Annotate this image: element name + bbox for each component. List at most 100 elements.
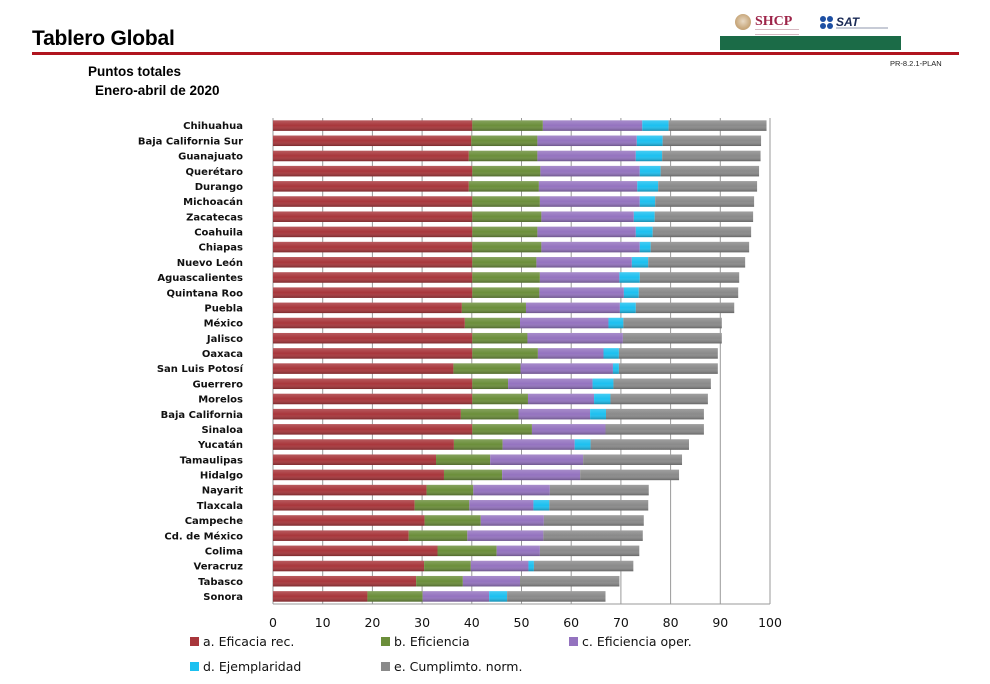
bar-row <box>273 393 708 405</box>
bar-segment-shade <box>603 348 619 359</box>
bar-segment-shade <box>507 591 606 602</box>
bar-segment-shade <box>273 408 461 420</box>
x-tick-label: 70 <box>613 615 629 630</box>
bar-segment-shade <box>635 226 653 238</box>
bar-segment-shade <box>618 363 718 374</box>
x-tick-label: 10 <box>315 615 331 630</box>
bar-segment-shade <box>518 408 591 420</box>
bar-segment-shade <box>472 241 542 253</box>
category-label: Yucatán <box>197 439 243 451</box>
header-rule <box>32 52 959 55</box>
bar-row <box>273 226 752 238</box>
category-label: Quintana Roo <box>167 288 244 299</box>
bar-segment-shade <box>662 135 762 147</box>
bar-segment-shade <box>610 393 708 405</box>
bar-segment-shade <box>273 272 473 283</box>
bar-segment-shade <box>472 211 542 222</box>
bar-segment-shade <box>416 575 463 587</box>
bar-segment-shade <box>273 530 409 541</box>
bar-row <box>273 560 634 572</box>
bar-row <box>273 241 750 253</box>
bar-segment-shade <box>539 287 624 298</box>
legend-item-d: d. Ejemplaridad <box>190 659 301 674</box>
bar-segment-shade <box>273 363 454 374</box>
legend-item-b: b. Eficiencia <box>381 634 470 649</box>
legend-swatch-b <box>381 637 390 646</box>
bar-segment-shade <box>273 469 444 481</box>
bar-segment-shade <box>462 575 521 587</box>
bar-segment-shade <box>637 181 659 192</box>
bar-segment-shade <box>542 120 643 131</box>
bar-segment-shade <box>528 560 534 572</box>
bar-segment-shade <box>472 348 538 359</box>
bar-segment-shade <box>273 424 473 435</box>
bar-segment-shade <box>537 135 637 147</box>
bar-segment-shade <box>273 196 473 207</box>
bar-segment-shade <box>273 257 473 268</box>
bar-segment-shade <box>502 439 575 450</box>
shcp-logo-text: SHCP <box>755 14 793 29</box>
bar-segment-shade <box>536 257 632 268</box>
category-label: Oaxaca <box>202 349 243 360</box>
x-tick-label: 90 <box>712 615 728 630</box>
category-label: Tabasco <box>198 577 243 588</box>
bar-segment-shade <box>639 165 661 177</box>
bar-segment-shade <box>424 515 481 526</box>
sat-logo-text: SAT <box>836 15 860 29</box>
bar-row <box>273 211 754 222</box>
bar-segment-shade <box>472 378 509 390</box>
bar-segment-shade <box>273 241 473 253</box>
bar-segment-shade <box>537 150 636 162</box>
bar-segment-shade <box>489 591 508 602</box>
bar-segment-shade <box>472 120 543 131</box>
bar-segment-shade <box>590 439 689 450</box>
category-label: San Luis Potosí <box>157 363 244 375</box>
category-label: Zacatecas <box>186 212 243 223</box>
bar-segment-shade <box>580 469 680 481</box>
category-label: Coahuila <box>194 228 243 239</box>
bar-segment-shade <box>273 515 425 526</box>
bar-segment-shade <box>273 120 473 131</box>
bar-row <box>273 575 620 587</box>
bar-segment-shade <box>273 545 438 557</box>
bar-segment-shade <box>273 211 473 222</box>
bar-segment-shade <box>472 393 528 405</box>
category-label: Querétaro <box>186 166 244 178</box>
category-label: Tlaxcala <box>197 501 243 512</box>
bar-row <box>273 165 760 177</box>
bar-segment-shade <box>531 424 606 435</box>
bar-row <box>273 591 606 602</box>
bar-segment-shade <box>613 378 711 390</box>
bar-segment-shade <box>273 150 469 162</box>
bar-segment-shade <box>639 241 651 253</box>
bar-segment-shade <box>520 317 609 329</box>
category-label: Jalisco <box>206 334 243 345</box>
bar-segment-shade <box>583 454 683 465</box>
coat-of-arms-icon <box>735 14 751 30</box>
bar-segment-shade <box>660 165 760 177</box>
category-label: Chiapas <box>199 243 244 254</box>
bar-segment-shade <box>273 135 472 147</box>
bar-segment-shade <box>273 165 473 177</box>
category-label: Baja California Sur <box>138 136 243 147</box>
bar-segment-shade <box>367 591 423 602</box>
bar-row <box>273 439 689 450</box>
x-tick-label: 60 <box>563 615 579 630</box>
legend-item-e: e. Cumplimto. norm. <box>381 659 522 674</box>
bar-row <box>273 135 762 147</box>
category-label: Aguascalientes <box>157 273 243 284</box>
bar-row <box>273 181 758 192</box>
bar-segment-shade <box>453 363 521 374</box>
bar-segment-shade <box>508 378 593 390</box>
bar-segment-shade <box>273 287 473 298</box>
legend-label-e: e. Cumplimto. norm. <box>394 659 523 674</box>
category-label: Baja California <box>161 410 243 421</box>
legend-swatch-c <box>569 637 578 646</box>
sat-dots-icon <box>820 15 833 29</box>
bar-segment-shade <box>540 165 640 177</box>
category-label: Colima <box>205 546 243 557</box>
category-label: Veracruz <box>194 562 244 573</box>
bar-segment-shade <box>520 575 620 587</box>
bar-segment-shade <box>472 332 528 344</box>
x-tick-label: 0 <box>269 615 277 630</box>
